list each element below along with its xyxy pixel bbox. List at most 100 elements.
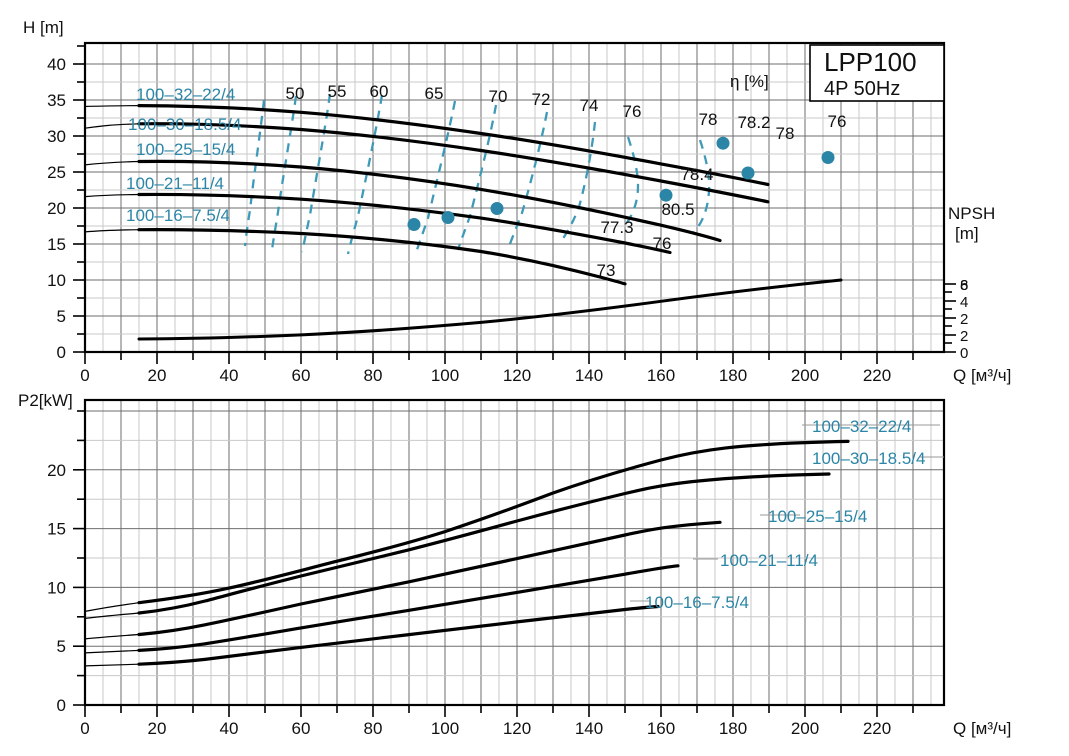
operating-point-labels: 78.2 78.4 80.5 77.3 76 73 <box>597 113 771 280</box>
title-box-spec: 4P 50Hz <box>824 78 900 100</box>
power-curve-100-30-18-5-4-tail <box>84 612 140 619</box>
efficiency-isoline-60 <box>300 93 332 253</box>
npsh-axis-ticks <box>944 283 956 353</box>
y-tick-label: 10 <box>47 578 66 597</box>
operating-point-dot <box>821 151 835 164</box>
npsh-axis: 0 2 4 6 2 8 NPSH [m] <box>944 204 995 362</box>
npsh-axis-label-line2: [m] <box>955 224 979 243</box>
title-box-model: LPP100 <box>824 47 917 77</box>
power-curve-label: 100–25–15/4 <box>768 507 867 526</box>
efficiency-isoline-76 <box>561 121 597 241</box>
bottom-chart-grid-vertical <box>102 400 932 705</box>
efficiency-label: 65 <box>425 84 444 103</box>
operating-point-dot <box>441 211 455 224</box>
x-tick-label: 160 <box>647 366 675 385</box>
x-tick-label: 20 <box>148 366 167 385</box>
bottom-chart-y-axis-label: P2[kW] <box>18 391 73 410</box>
npsh-axis-label-line1: NPSH <box>948 204 995 223</box>
head-curve-100-30-18-5-4-tail <box>84 123 140 129</box>
bottom-chart: 0 5 10 15 20 P2[kW] 0 20 40 60 80 <box>18 391 1011 738</box>
x-tick-label: 0 <box>80 366 89 385</box>
head-curve-label: 100–16–7.5/4 <box>126 206 230 225</box>
y-tick-label: 20 <box>47 199 66 218</box>
efficiency-label: 70 <box>489 87 508 106</box>
bottom-chart-x-axis-label: Q [м³/ч] <box>953 719 1011 738</box>
power-curve-100-21-11-4-tail <box>84 649 140 654</box>
head-curve-100-16-7-5-4 <box>137 228 627 286</box>
head-curve-100-21-11-4-tail <box>84 193 140 198</box>
operating-point-label: 76 <box>653 234 672 253</box>
operating-point-label: 77.3 <box>600 218 633 237</box>
power-curves <box>84 439 850 667</box>
eta-percent-label: η [%] <box>730 72 769 91</box>
head-curve-100-30-18-5-4 <box>137 122 770 204</box>
power-curve-100-16-7-5-4 <box>137 604 660 666</box>
power-curve-100-21-11-4 <box>137 564 680 652</box>
power-curve-100-32-22-4-tail <box>84 602 140 612</box>
y-tick-label: 15 <box>47 235 66 254</box>
head-curve-100-25-15-4 <box>137 159 722 243</box>
head-curve-100-16-7-5-4-tail <box>84 229 140 233</box>
operating-point-dot <box>407 218 421 231</box>
npsh-tick-label: 6 <box>960 277 968 294</box>
x-tick-label: 120 <box>503 719 531 738</box>
x-tick-label: 220 <box>863 719 891 738</box>
bottom-chart-x-ticks <box>84 705 914 717</box>
power-curve-name-labels: 100–32–22/4 100–30–18.5/4 100–25–15/4 10… <box>630 417 944 612</box>
y-tick-label: 25 <box>47 163 66 182</box>
efficiency-isoline-65 <box>346 94 384 255</box>
top-chart-x-axis-label: Q [м³/ч] <box>953 366 1011 385</box>
x-tick-label: 120 <box>503 366 531 385</box>
head-curve-name-labels: 100–32–22/4 100–30–18.5/4 100–25–15/4 10… <box>126 85 241 225</box>
efficiency-isoline-74 <box>508 111 549 245</box>
power-curve-label: 100–30–18.5/4 <box>812 449 925 468</box>
efficiency-label: 78 <box>776 124 795 143</box>
head-curve-label: 100–21–11/4 <box>126 174 224 193</box>
head-curve-label: 100–32–22/4 <box>136 85 235 104</box>
head-curve-100-32-22-4-tail <box>84 105 140 108</box>
efficiency-label: 55 <box>328 82 347 101</box>
operating-point-dot <box>490 202 504 215</box>
y-tick-label: 20 <box>47 461 66 480</box>
bottom-chart-y-ticks <box>73 410 85 706</box>
top-chart-x-ticks <box>84 352 914 364</box>
operating-point-label: 73 <box>597 261 616 280</box>
npsh-tick-label: 8 <box>960 277 968 294</box>
y-tick-label: 30 <box>47 127 66 146</box>
head-curves <box>84 104 770 286</box>
x-tick-label: 140 <box>575 719 603 738</box>
x-tick-label: 100 <box>431 719 459 738</box>
npsh-tick-label: 0 <box>960 345 968 362</box>
power-curve-100-30-18-5-4 <box>137 472 831 615</box>
x-tick-label: 220 <box>863 366 891 385</box>
top-chart-frame <box>83 41 946 354</box>
operating-point-label: 78.4 <box>680 165 713 184</box>
x-tick-label: 180 <box>719 366 747 385</box>
y-tick-label: 5 <box>57 637 66 656</box>
operating-point-dot <box>716 136 730 150</box>
x-tick-label: 40 <box>220 719 239 738</box>
power-curve-label: 100–32–22/4 <box>812 417 911 436</box>
efficiency-label: 50 <box>286 84 305 103</box>
npsh-tick-label: 2 <box>960 328 968 345</box>
efficiency-label: 72 <box>532 90 551 109</box>
npsh-tick-label: 4 <box>960 294 968 311</box>
efficiency-isoline-50 <box>243 99 266 247</box>
x-tick-label: 60 <box>292 719 311 738</box>
bottom-chart-frame <box>83 398 946 707</box>
top-chart-y-tick-labels: 0 5 10 15 20 25 30 35 40 <box>47 55 66 362</box>
npsh-tick-label: 2 <box>960 311 968 328</box>
title-box: LPP100 4P 50Hz <box>809 44 945 102</box>
operating-point-dot <box>741 166 755 180</box>
power-curve-label: 100–21–11/4 <box>720 551 818 570</box>
operating-point-label: 80.5 <box>661 200 694 219</box>
efficiency-isoline-72 <box>456 104 498 251</box>
top-chart-grid-horizontal <box>85 63 944 335</box>
power-curve-100-25-15-4-tail <box>84 633 140 640</box>
head-curve-100-25-15-4-tail <box>84 160 140 166</box>
x-tick-label: 200 <box>791 366 819 385</box>
x-tick-label: 100 <box>431 366 459 385</box>
x-tick-label: 80 <box>364 366 383 385</box>
